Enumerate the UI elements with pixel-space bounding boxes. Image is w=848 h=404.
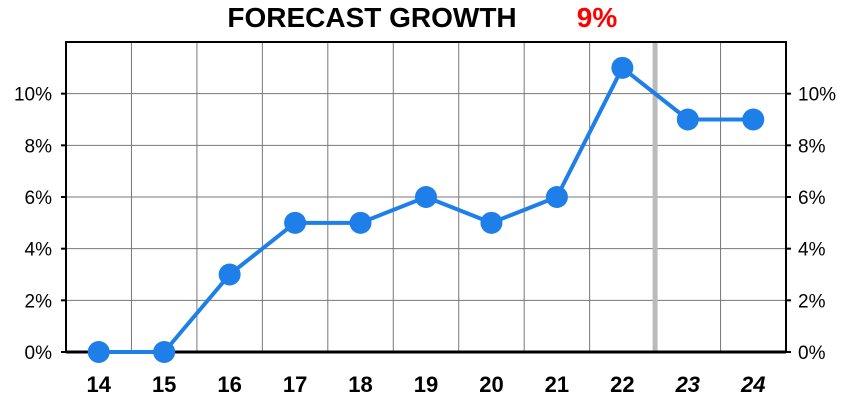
x-tick-label: 20 [479,372,503,397]
y-tick-label-left: 10% [14,85,52,106]
y-axis-right: 0% 2% 4% 6% 8% 10% [786,85,836,364]
y-tick-label-right: 0% [798,343,826,364]
data-point [284,211,307,234]
y-tick-label-right: 8% [798,136,826,157]
data-point [676,108,699,131]
data-point [545,186,568,208]
x-tick-label: 14 [86,372,111,397]
y-tick-label-right: 4% [798,240,826,261]
data-point [349,211,372,234]
data-point [87,341,110,363]
data-point [153,341,176,363]
x-tick-label: 19 [414,372,438,397]
data-point [480,211,503,234]
x-tick-label: 16 [217,372,241,397]
y-tick-label-left: 8% [25,136,53,157]
y-tick-label-right: 6% [798,188,826,209]
x-tick-label: 17 [283,372,307,397]
chart-title-value: 9% [577,2,618,33]
chart-title: FORECAST GROWTH [227,2,516,33]
x-tick-label: 23 [675,372,700,397]
y-axis-left: 0% 2% 4% 6% 8% 10% [14,85,66,364]
data-point [611,56,634,79]
series-points [87,56,765,363]
grid-lines [66,42,786,353]
x-axis: 14 15 16 17 18 19 20 21 22 23 24 [86,372,765,397]
data-point [218,263,241,286]
y-tick-label-right: 10% [798,85,836,106]
data-point [742,108,765,131]
y-tick-label-right: 2% [798,291,826,312]
x-tick-label: 15 [152,372,176,397]
y-tick-label-left: 4% [25,240,53,261]
x-tick-label: 21 [545,372,569,397]
x-tick-label: 24 [740,372,765,397]
data-point [415,186,437,208]
y-tick-label-left: 0% [25,343,53,364]
x-tick-label: 22 [610,372,634,397]
x-tick-label: 18 [348,372,372,397]
y-tick-label-left: 2% [25,291,53,312]
y-tick-label-left: 6% [25,188,53,209]
